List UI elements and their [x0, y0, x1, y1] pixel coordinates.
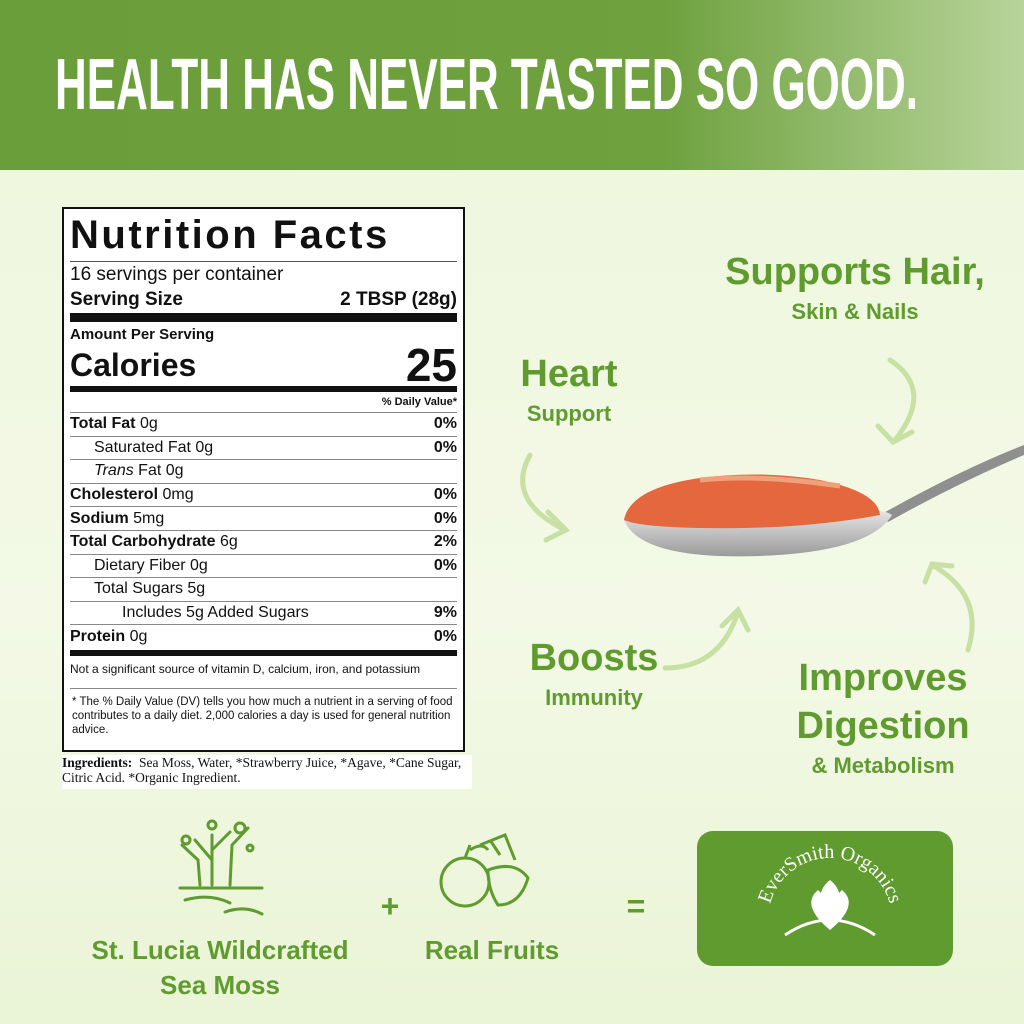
- arrows: [520, 357, 975, 671]
- benefit: Heart Support: [469, 350, 669, 430]
- nutrient-name: Includes 5g Added Sugars: [122, 604, 309, 622]
- logo-leaves: [784, 880, 876, 937]
- note: Not a significant source of vitamin D, c…: [70, 656, 457, 689]
- benefit-title: Heart: [520, 353, 618, 395]
- nutrient-amount: 5g: [187, 580, 206, 598]
- nutrient-row: Dietary Fiber 0g 0%: [70, 553, 457, 578]
- benefit-title: Boosts: [529, 637, 659, 679]
- benefit: Supports Hair, Skin & Nails: [690, 248, 1020, 328]
- nutrient-dv: 0%: [433, 509, 457, 527]
- nutrient-name: Total Fat: [70, 415, 136, 433]
- plus: +: [380, 888, 400, 924]
- nutrient: Sodium 5mg: [70, 510, 164, 528]
- ingredients: Ingredients: Sea Moss, Water, *Strawberr…: [62, 755, 472, 789]
- ingredients-label: Ingredients:: [62, 755, 133, 770]
- benefit-subtitle: Immunity: [545, 685, 643, 710]
- nutrient-row: Total Sugars 5g: [70, 577, 457, 601]
- nutrient: Trans Fat 0g: [70, 462, 184, 480]
- nutrient-name: Protein: [70, 627, 126, 645]
- nutrient-dv: 9%: [433, 604, 457, 622]
- nutrition-label: Nutrition Facts 16 servings per containe…: [62, 207, 465, 752]
- calories: Calories 25: [70, 339, 457, 392]
- nutrient: Dietary Fiber 0g: [70, 557, 208, 575]
- header-title: HEALTH HAS NEVER TASTED SO GOOD.: [55, 45, 918, 125]
- serving-size: Serving Size 2 TBSP (28g): [70, 287, 457, 322]
- amount-per-serving: Amount Per Serving: [70, 324, 457, 344]
- nutrient-dv: 0%: [433, 627, 457, 645]
- nutrient-amount: 0g: [195, 438, 214, 456]
- nutrient: Includes 5g Added Sugars: [70, 604, 309, 622]
- benefit-title: Improves Digestion: [796, 657, 970, 747]
- ingredient2: Real Fruits: [424, 935, 560, 965]
- text: 16 servings per container: [70, 263, 284, 285]
- nutrient-dv: 0%: [433, 438, 457, 456]
- dv-header: % Daily Value*: [70, 392, 457, 412]
- servings: 16 servings per container: [70, 262, 457, 287]
- nutrient-italic: Trans: [94, 462, 134, 480]
- nutrient-row: Sodium 5mg 0%: [70, 506, 457, 530]
- benefit-title: Supports Hair,: [725, 251, 985, 293]
- nutrient-name: Dietary Fiber: [94, 556, 186, 574]
- nutrient-row: Protein 0g 0%: [70, 624, 457, 648]
- text: Serving Size: [70, 289, 183, 310]
- ingredient1: St. Lucia Wildcrafted Sea Moss: [91, 935, 349, 1000]
- nutrient-amount: 0g: [165, 462, 184, 480]
- nutrient-amount: 0mg: [162, 486, 194, 504]
- benefit: Boosts Immunity: [494, 634, 694, 714]
- benefit: Improves Digestion & Metabolism: [768, 654, 998, 782]
- benefit-subtitle: Skin & Nails: [791, 299, 919, 324]
- text: 25: [405, 339, 457, 391]
- nutrient-name: Saturated Fat: [94, 438, 191, 456]
- nutrient-amount: 0g: [190, 556, 208, 574]
- nutrient-row: Total Fat 0g 0%: [70, 412, 457, 436]
- benefit-subtitle: & Metabolism: [811, 753, 955, 778]
- text: % Daily Value*: [381, 396, 457, 408]
- nutrient-row: Saturated Fat 0g 0%: [70, 435, 457, 460]
- rule: [70, 649, 457, 656]
- ingredients-text: Sea Moss, Water, *Strawberry Juice, *Aga…: [62, 755, 462, 785]
- nutrient-row: Total Carbohydrate 6g 2%: [70, 529, 457, 554]
- benefit-subtitle: Support: [526, 401, 612, 426]
- nf-title: Nutrition Facts: [70, 209, 457, 262]
- text: Amount Per Serving: [70, 325, 215, 343]
- nutrient-amount: 5mg: [133, 509, 165, 527]
- fruit-icon: [439, 833, 530, 908]
- nutrient-name: Cholesterol: [70, 486, 159, 504]
- nutrient-dv: 0%: [433, 556, 457, 574]
- nutrient-row: Cholesterol 0mg 0%: [70, 482, 457, 507]
- nutrient: Total Sugars 5g: [70, 580, 205, 598]
- nutrient-dv: 2%: [433, 533, 457, 551]
- header-band: [0, 0, 1024, 170]
- nutrient: Total Carbohydrate 6g: [70, 533, 238, 551]
- nutrient-amount: 0g: [129, 627, 148, 645]
- nutrient: Saturated Fat 0g: [70, 439, 213, 457]
- nutrient-name: Total Carbohydrate: [70, 533, 216, 551]
- nutrient-name: Fat: [138, 462, 162, 480]
- sea-moss-icon: [178, 819, 264, 916]
- nutrient-row: Includes 5g Added Sugars 9%: [70, 600, 457, 625]
- nutrient-dv: 0%: [433, 486, 457, 504]
- spoon: [624, 445, 1024, 557]
- nutrient-amount: 6g: [219, 533, 238, 551]
- nutrient: Cholesterol 0mg: [70, 486, 194, 504]
- nutrient-name: Total Sugars: [94, 580, 183, 598]
- equals: =: [626, 888, 646, 924]
- nutrient-name: Sodium: [70, 509, 129, 527]
- text: Calories: [70, 346, 197, 383]
- text: 2 TBSP (28g): [340, 289, 457, 310]
- nutrient: Total Fat 0g: [70, 415, 158, 433]
- nutrient-row: Trans Fat 0g: [70, 459, 457, 483]
- nutrient-dv: 0%: [433, 415, 457, 433]
- nutrient-amount: 0g: [139, 415, 158, 433]
- footnote: * The % Daily Value (DV) tells you how m…: [72, 695, 453, 736]
- nutrient-rows: Total Fat 0g 0% Saturated Fat 0g 0% Trans Fa…: [70, 412, 457, 648]
- nutrient: Protein 0g: [70, 628, 147, 646]
